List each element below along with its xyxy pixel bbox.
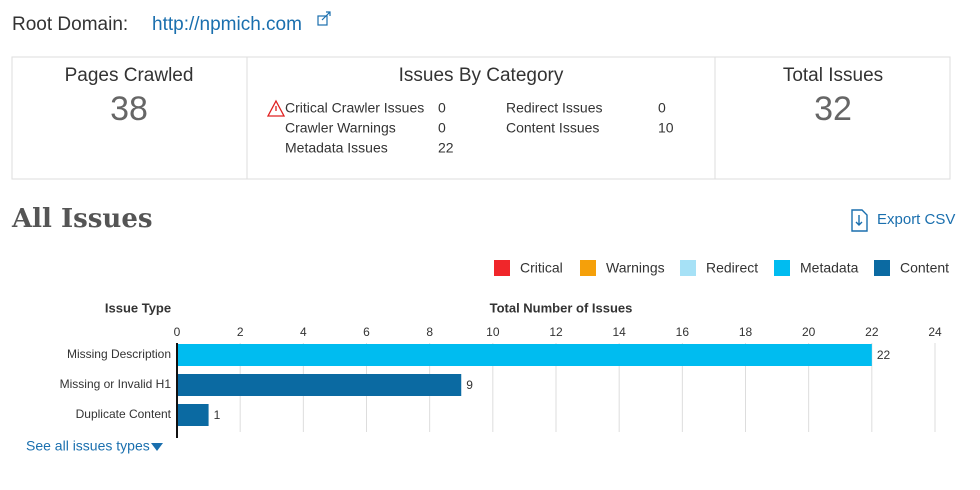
category-value: 0 xyxy=(438,100,446,116)
bar xyxy=(177,404,209,426)
pages-crawled-title: Pages Crawled xyxy=(65,65,194,86)
category-value: 0 xyxy=(438,120,446,136)
issues-by-category-title: Issues By Category xyxy=(399,65,564,86)
x-tick-label: 12 xyxy=(549,325,563,339)
category-value: 0 xyxy=(658,100,666,116)
legend-swatch xyxy=(580,260,596,276)
legend-swatch xyxy=(874,260,890,276)
root-domain-link[interactable]: http://npmich.com xyxy=(152,14,302,35)
category-label: Metadata Issues xyxy=(285,140,388,156)
x-tick-label: 0 xyxy=(174,325,181,339)
category-value: 22 xyxy=(438,140,454,156)
x-tick-label: 22 xyxy=(865,325,879,339)
x-tick-label: 24 xyxy=(928,325,942,339)
x-tick-label: 4 xyxy=(300,325,307,339)
category-label: Missing or Invalid H1 xyxy=(60,377,172,391)
export-icon[interactable] xyxy=(851,209,868,232)
category-header: Issue Type xyxy=(105,300,171,315)
legend-label: Critical xyxy=(520,260,563,276)
category-label: Duplicate Content xyxy=(76,407,172,421)
external-link-icon[interactable] xyxy=(317,11,331,26)
value-label: 1 xyxy=(214,408,221,422)
value-label: 9 xyxy=(466,378,473,392)
bar xyxy=(177,344,872,366)
x-tick-label: 18 xyxy=(739,325,753,339)
category-value: 10 xyxy=(658,120,674,136)
category-label: Crawler Warnings xyxy=(285,120,396,136)
x-axis-label: Total Number of Issues xyxy=(490,300,633,315)
category-label: Redirect Issues xyxy=(506,100,602,116)
legend-label: Warnings xyxy=(606,260,665,276)
value-label: 22 xyxy=(877,348,891,362)
section-title: All Issues xyxy=(11,204,153,234)
total-issues-title: Total Issues xyxy=(783,65,883,86)
see-all-link[interactable]: See all issues types xyxy=(26,438,150,454)
x-tick-label: 8 xyxy=(426,325,433,339)
total-issues-value: 32 xyxy=(814,90,852,128)
category-label: Missing Description xyxy=(67,347,171,361)
warning-icon xyxy=(266,99,286,117)
x-tick-label: 14 xyxy=(612,325,626,339)
x-tick-label: 16 xyxy=(676,325,690,339)
x-tick-label: 6 xyxy=(363,325,370,339)
legend-label: Metadata xyxy=(800,260,859,276)
summary-box xyxy=(11,56,951,180)
legend-swatch xyxy=(774,260,790,276)
category-label: Content Issues xyxy=(506,120,599,136)
category-label: Critical Crawler Issues xyxy=(285,100,424,116)
x-tick-label: 10 xyxy=(486,325,500,339)
legend-swatch xyxy=(494,260,510,276)
pages-crawled-value: 38 xyxy=(110,90,148,128)
root-domain-label: Root Domain: xyxy=(12,14,128,35)
x-tick-label: 2 xyxy=(237,325,244,339)
export-csv[interactable]: Export CSV xyxy=(877,211,955,228)
bar xyxy=(177,374,462,396)
dropdown-arrow[interactable] xyxy=(151,443,163,451)
legend-swatch xyxy=(680,260,696,276)
x-tick-label: 20 xyxy=(802,325,816,339)
legend-label: Redirect xyxy=(706,260,758,276)
legend-label: Content xyxy=(900,260,949,276)
